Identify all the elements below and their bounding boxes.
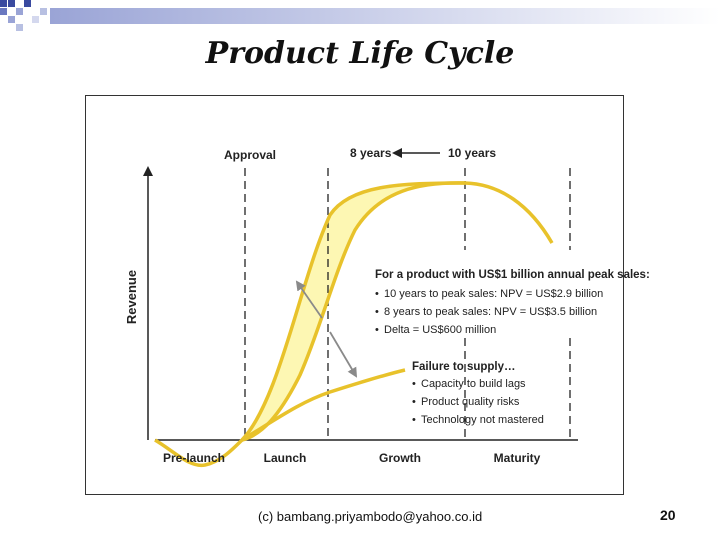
diagram-frame: [85, 95, 624, 495]
supply-failure-annotation: Failure to supply… • Capacity to build l…: [412, 361, 544, 426]
supply-failure-item-1: Capacity to build lags: [421, 378, 526, 390]
supply-pointer-arrow: [329, 331, 358, 378]
page-number: 20: [660, 507, 676, 523]
corner-square: [8, 0, 15, 7]
peak-sales-heading: For a product with US$1 billion annual p…: [375, 269, 650, 281]
supply-failure-heading: Failure to supply…: [412, 361, 516, 373]
corner-square: [32, 16, 39, 23]
corner-square: [0, 8, 7, 15]
corner-square: [24, 0, 31, 7]
peak-sales-item-2: 8 years to peak sales: NPV = US$3.5 bill…: [384, 306, 597, 318]
peak-sales-bullet: •: [375, 288, 379, 300]
stage-label-maturity: Maturity: [494, 451, 541, 465]
header-gradient-bar: [50, 8, 720, 24]
corner-square: [16, 8, 23, 15]
peak-sales-bullet: •: [375, 306, 379, 318]
supply-failure-item-3: Technology not mastered: [421, 414, 544, 426]
corner-square: [40, 8, 47, 15]
eight-year-curve: [240, 181, 466, 442]
corner-square: [8, 16, 15, 23]
approval-label: Approval: [224, 148, 276, 162]
corner-square: [16, 24, 23, 31]
stage-label-launch: Launch: [264, 451, 307, 465]
footer-credit: (c) bambang.priyambodo@yahoo.co.id: [258, 509, 483, 524]
supply-failure-curve: [241, 368, 406, 442]
revenue-axis-label: Revenue: [124, 270, 139, 324]
supply-failure-bullet: •: [412, 378, 416, 390]
supply-failure-bullet: •: [412, 396, 416, 408]
pre-launch-dip-curve: [154, 438, 244, 468]
ten-year-curve: [241, 181, 554, 442]
supply-failure-item-2: Product quality risks: [421, 396, 520, 408]
peak-sales-item-1: 10 years to peak sales: NPV = US$2.9 bil…: [384, 288, 603, 300]
slide-title: Product Life Cycle: [205, 36, 515, 71]
npv-pointer-arrow: [295, 280, 323, 319]
peak-sales-bullet: •: [375, 324, 379, 336]
supply-failure-bullet: •: [412, 414, 416, 426]
stage-label-growth: Growth: [379, 451, 421, 465]
peak-sales-annotation: For a product with US$1 billion annual p…: [375, 269, 650, 336]
peak-sales-item-3: Delta = US$600 million: [384, 324, 496, 336]
eight-years-label: 8 years: [350, 146, 392, 160]
corner-square: [0, 0, 7, 7]
stage-label-pre-launch: Pre-launch: [163, 451, 225, 465]
ten-years-label: 10 years: [448, 146, 496, 160]
